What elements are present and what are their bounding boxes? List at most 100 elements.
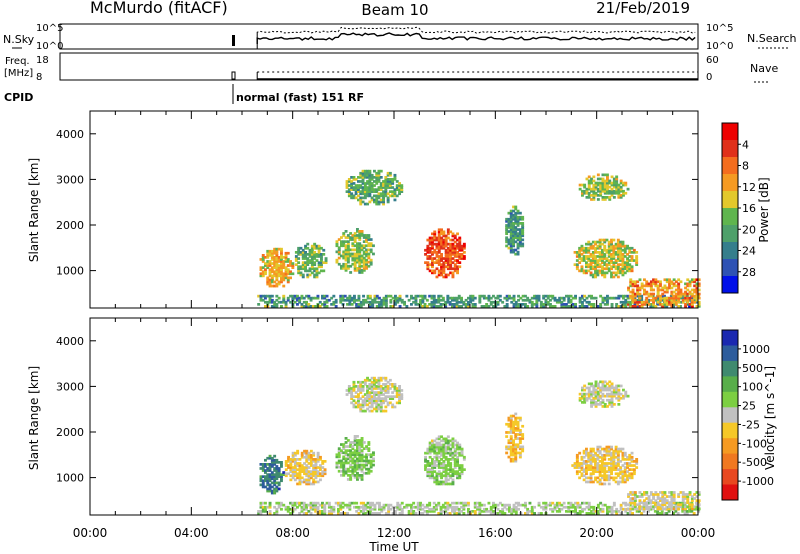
power-cell [302,296,306,300]
power-cell [594,251,597,254]
velocity-cell [431,458,434,461]
velocity-cell [309,501,313,505]
power-cell [357,303,361,306]
power-cell [512,232,515,235]
power-cell [674,284,678,288]
velocity-cell [309,472,313,476]
power-cell [273,284,277,288]
power-cell [601,187,605,191]
power-cell [365,264,368,268]
power-cell [575,263,579,266]
power-cell [458,244,462,248]
velocity-cell [607,449,611,453]
velocity-cell [373,387,376,390]
velocity-region-3 [335,435,375,481]
power-cell [632,259,636,262]
power-cell [371,303,375,306]
velocity-cell [351,467,355,471]
velocity-cell [264,475,267,478]
power-cell [446,259,450,262]
power-cell [542,305,546,308]
velocity-cell [624,394,628,398]
power-cell [275,264,279,267]
power-cell [273,262,277,265]
velocity-cell [686,493,690,496]
velocity-cell [453,439,457,443]
power-cell [505,296,509,300]
power-cell [375,178,379,181]
power-cell [315,271,319,275]
power-cell [394,296,397,300]
power-cell [360,264,364,268]
velocity-cell [356,461,359,465]
power-cell [377,192,381,196]
power-cell [530,305,534,308]
power-cell [453,263,457,266]
velocity-cell [482,503,486,507]
velocity-cell [307,478,311,482]
velocity-cell [386,403,390,407]
power-cell [619,255,623,258]
power-cell [451,248,455,252]
velocity-cell [585,468,588,471]
power-cell [261,270,265,274]
power-cell [457,305,461,308]
power-cell [370,184,374,187]
velocity-cell [623,480,627,484]
velocity-cell [516,427,520,430]
velocity-cell [373,397,376,400]
velocity-cell [395,401,399,405]
velocity-cell [277,467,281,470]
power-cell [334,305,338,308]
velocity-cell [264,465,267,468]
velocity-cell [356,435,359,438]
velocity-cell [356,439,359,442]
velocity-cell [311,503,315,507]
power-cell [309,305,313,308]
power-cell [398,186,401,189]
velocity-cell [353,461,357,465]
velocity-cell [303,466,306,469]
power-cell [697,288,701,292]
velocity-cell [316,460,320,463]
velocity-cell [332,507,336,511]
velocity-cell [581,401,584,404]
power-cell [458,265,462,269]
velocity-colorbar-swatch [722,391,738,408]
power-cell [679,290,683,294]
velocity-cell [638,491,642,494]
power-cell [386,198,390,202]
power-cell [587,294,591,298]
velocity-cell [510,507,514,511]
power-cell [621,267,625,271]
velocity-cell [580,472,584,476]
velocity-cell [435,476,439,480]
velocity-cell [280,463,283,466]
power-cell [286,251,290,255]
power-cell [369,242,373,245]
velocity-cell [302,512,306,515]
velocity-cell [581,386,584,390]
velocity-cell [416,505,420,509]
velocity-cell [631,493,635,496]
power-cell [382,196,385,200]
velocity-cell [391,512,395,515]
velocity-cell [505,451,509,455]
velocity-cell [430,507,434,511]
power-cell [617,189,621,193]
power-cell [442,275,446,279]
velocity-cell [672,501,676,504]
velocity-cell [598,470,602,473]
velocity-cell [603,405,607,408]
velocity-cell [681,510,685,513]
velocity-cell [514,420,518,424]
power-cell [261,266,265,269]
power-cell [451,234,455,238]
velocity-cell [460,449,464,453]
power-cell [306,275,310,279]
velocity-cell [587,386,591,390]
velocity-cell [433,439,437,443]
power-cell [359,303,363,306]
power-cell [359,173,363,177]
velocity-cell [314,505,318,509]
